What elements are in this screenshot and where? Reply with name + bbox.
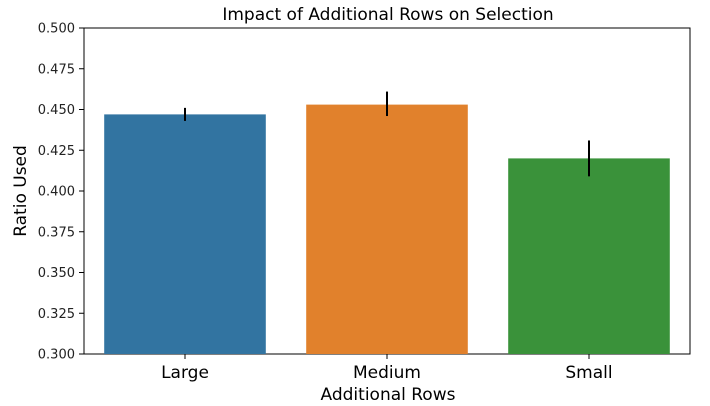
y-tick-label: 0.500 (38, 22, 75, 37)
bar-large (104, 114, 266, 354)
y-axis-label: Ratio Used (11, 145, 31, 237)
x-axis-label: Additional Rows (321, 385, 456, 405)
bars-layer (104, 104, 670, 354)
y-tick-label: 0.450 (38, 103, 75, 118)
chart-title: Impact of Additional Rows on Selection (222, 5, 553, 25)
y-axis: 0.300 0.325 0.350 0.375 0.400 0.425 0.450 0.475… (38, 22, 84, 363)
bar-medium (306, 104, 468, 354)
y-tick-label: 0.325 (38, 307, 75, 322)
y-tick-label: 0.425 (38, 144, 75, 159)
y-tick-label: 0.475 (38, 62, 75, 77)
error-bars-layer (184, 91, 590, 177)
x-tick-label-medium: Medium (353, 363, 421, 383)
y-tick-label: 0.375 (38, 225, 75, 240)
y-tick-label: 0.300 (38, 348, 75, 363)
y-tick-label: 0.400 (38, 185, 75, 200)
x-tick-label-small: Small (565, 363, 612, 383)
y-tick-label: 0.350 (38, 266, 75, 281)
bar-small (508, 158, 670, 354)
x-tick-label-large: Large (161, 363, 209, 383)
x-axis: Large Medium Small (161, 354, 613, 383)
